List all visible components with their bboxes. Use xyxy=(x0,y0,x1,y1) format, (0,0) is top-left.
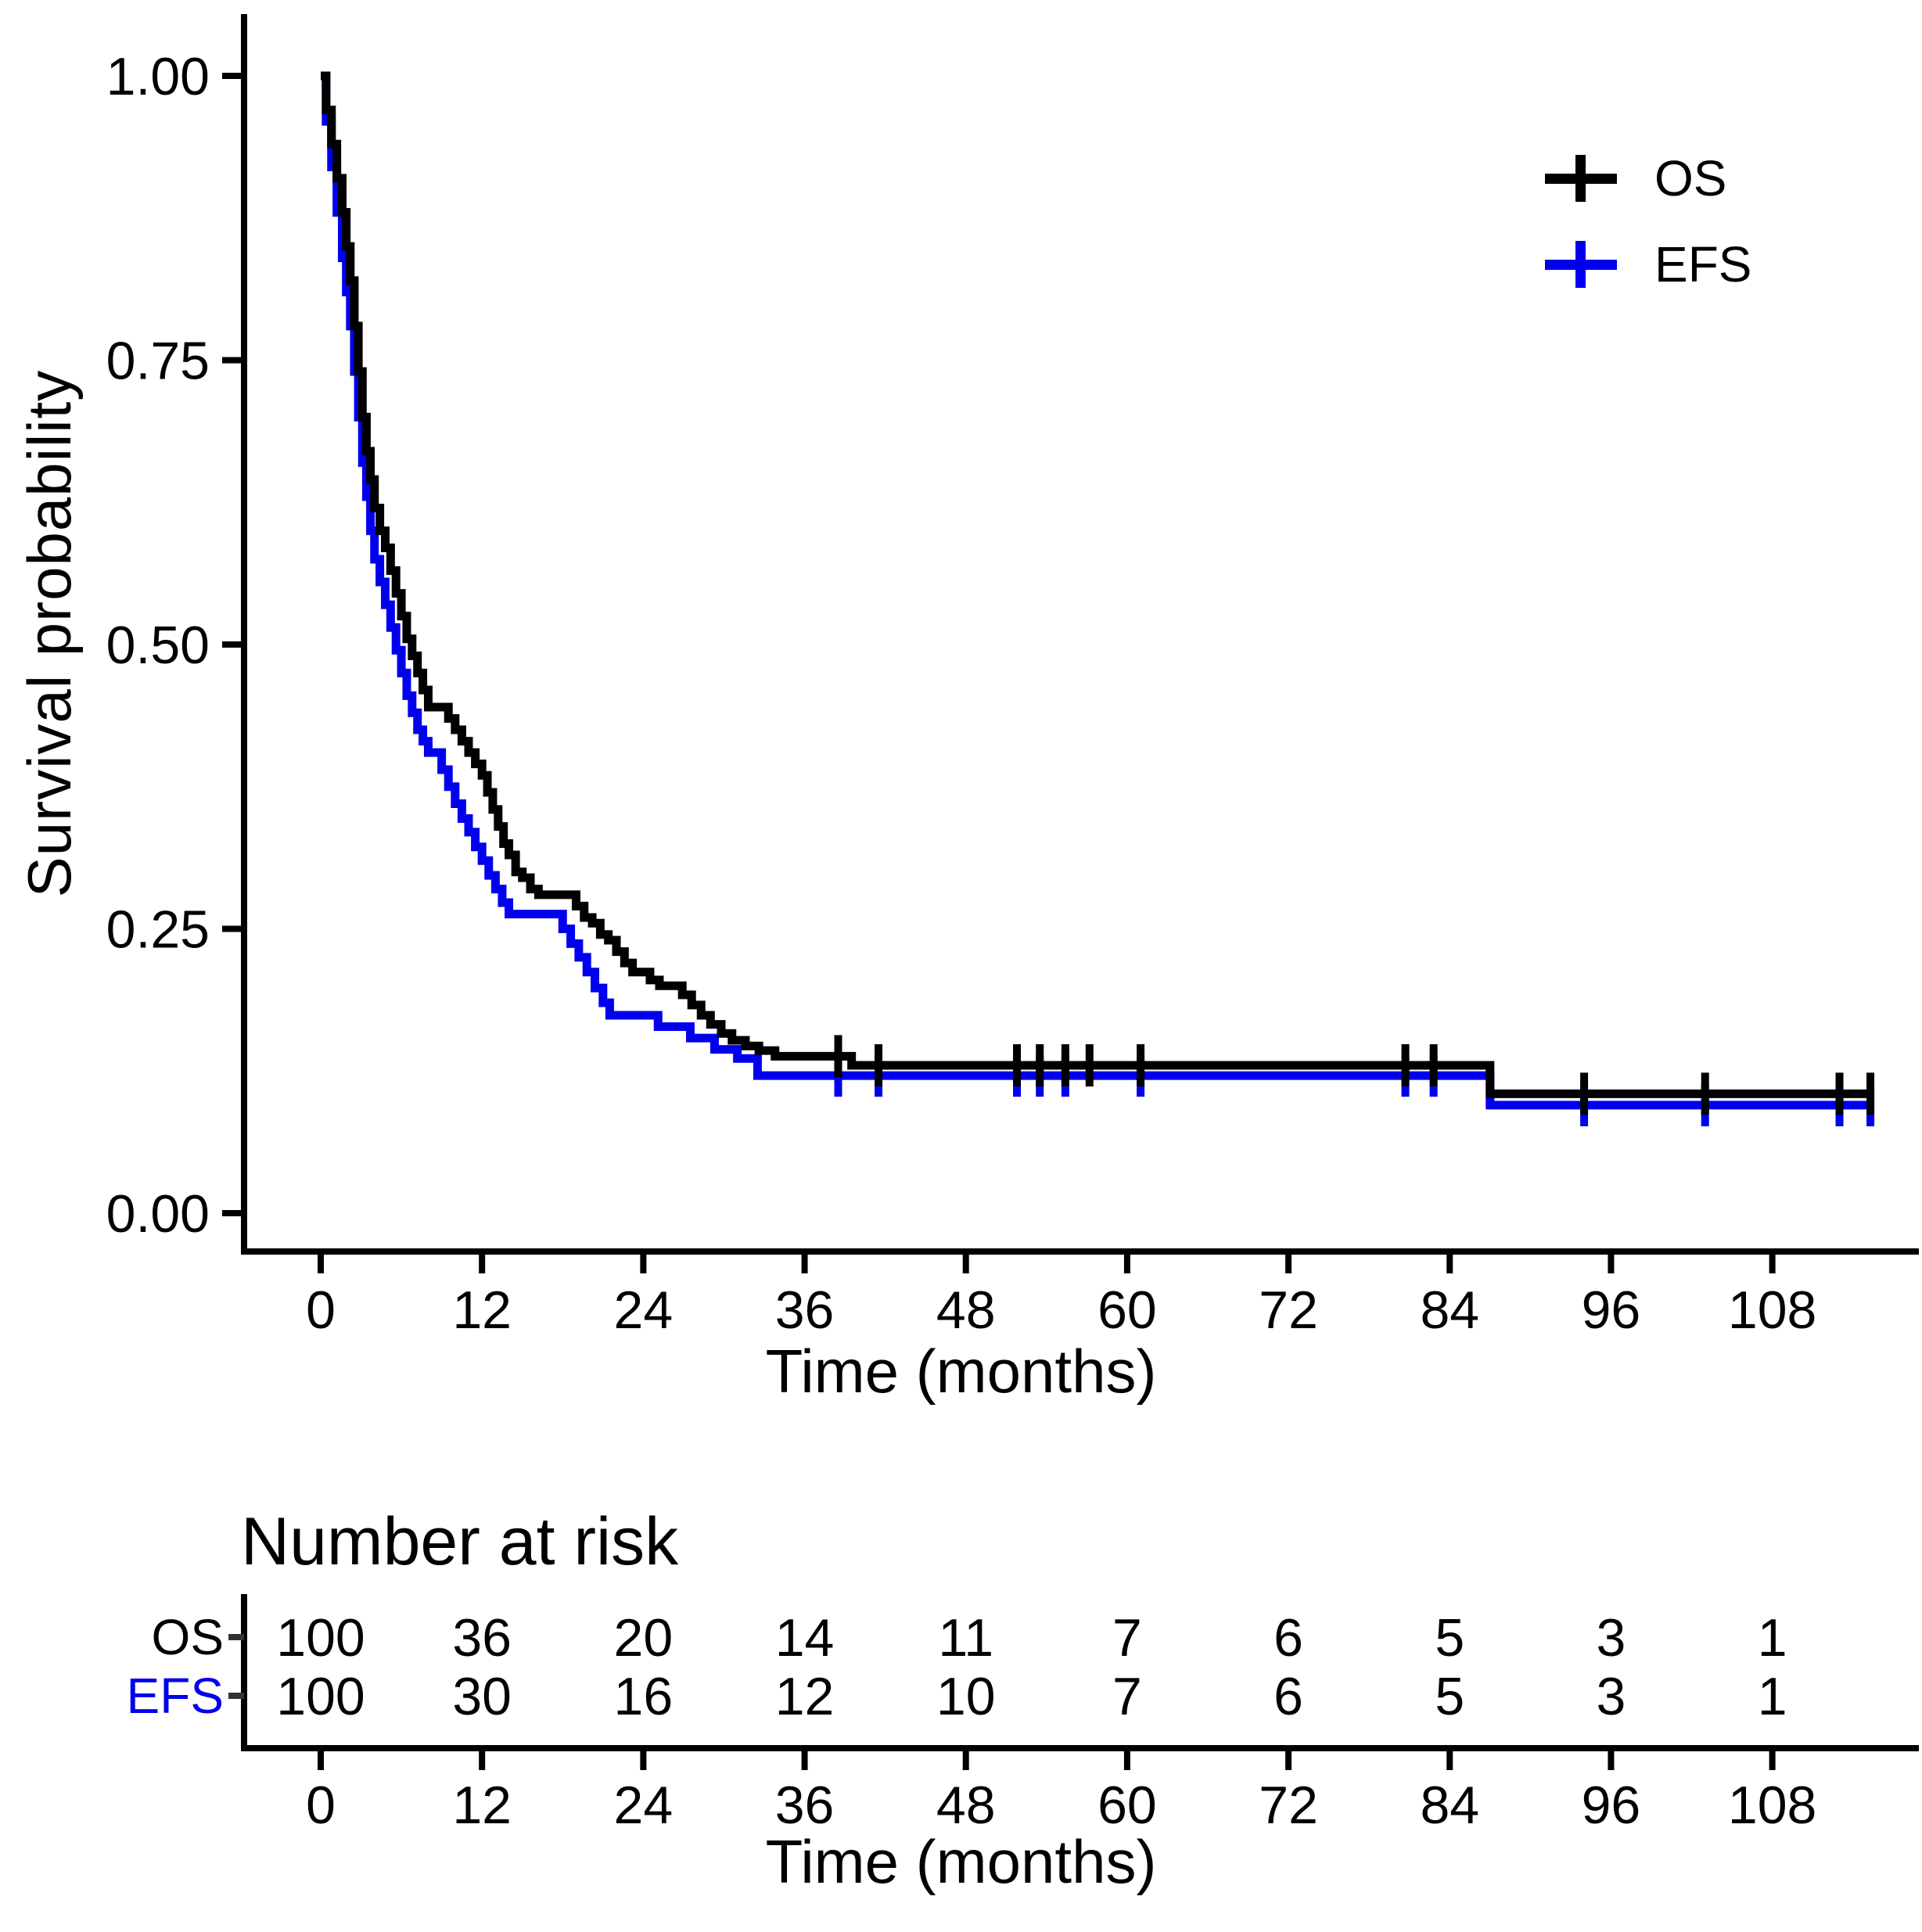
risk-x-tick-label: 24 xyxy=(614,1776,674,1835)
y-tick-label: 1.00 xyxy=(106,47,210,106)
risk-x-tick-label: 0 xyxy=(306,1776,336,1835)
os-plus-marker-icon xyxy=(1545,153,1617,204)
risk-count: 7 xyxy=(1112,1608,1142,1668)
risk-count: 10 xyxy=(936,1667,996,1726)
risk-count: 1 xyxy=(1758,1667,1787,1726)
risk-count: 100 xyxy=(276,1608,365,1668)
risk-count: 100 xyxy=(276,1667,365,1726)
legend-item-os: OS xyxy=(1545,153,1874,204)
risk-count: 14 xyxy=(775,1608,835,1668)
legend-item-efs: EFS xyxy=(1545,239,1874,290)
risk-x-tick-label: 96 xyxy=(1582,1776,1641,1835)
x-tick-label: 96 xyxy=(1582,1280,1641,1340)
risk-row-label-efs: EFS xyxy=(126,1668,224,1724)
y-axis-title: Survival probability xyxy=(15,369,84,898)
y-tick-label: 0.50 xyxy=(106,616,210,675)
risk-x-tick-label: 12 xyxy=(452,1776,512,1835)
risk-count: 1 xyxy=(1758,1608,1787,1668)
risk-count: 20 xyxy=(614,1608,674,1668)
risk-x-tick-label: 48 xyxy=(936,1776,996,1835)
risk-x-tick-label: 36 xyxy=(775,1776,835,1835)
y-tick-label: 0.75 xyxy=(106,332,210,391)
legend: OS EFS xyxy=(1545,153,1874,290)
risk-x-tick-label: 84 xyxy=(1420,1776,1479,1835)
risk-count: 30 xyxy=(452,1667,512,1726)
x-tick-label: 24 xyxy=(614,1280,674,1340)
risk-count: 5 xyxy=(1435,1667,1464,1726)
x-tick-label: 84 xyxy=(1420,1280,1479,1340)
x-tick-label: 0 xyxy=(306,1280,336,1340)
legend-label-os: OS xyxy=(1654,150,1727,206)
x-tick-label: 108 xyxy=(1728,1280,1816,1340)
risk-count: 11 xyxy=(938,1608,993,1668)
risk-count: 6 xyxy=(1274,1608,1303,1668)
y-tick-label: 0.00 xyxy=(106,1184,210,1244)
legend-label-efs: EFS xyxy=(1654,236,1752,293)
x-tick-label: 36 xyxy=(775,1280,835,1340)
x-tick-label: 48 xyxy=(936,1280,996,1340)
risk-count: 3 xyxy=(1597,1608,1626,1668)
x-axis-title: Time (months) xyxy=(765,1337,1157,1406)
risk-count: 12 xyxy=(775,1667,835,1726)
risk-count: 3 xyxy=(1597,1667,1626,1726)
risk-x-tick-label: 72 xyxy=(1259,1776,1318,1835)
y-tick-label: 0.25 xyxy=(106,900,210,960)
risk-count: 7 xyxy=(1112,1667,1142,1726)
x-tick-label: 12 xyxy=(452,1280,512,1340)
risk-count: 36 xyxy=(452,1608,512,1668)
risk-row-label-os: OS xyxy=(151,1609,224,1665)
x-tick-label: 72 xyxy=(1259,1280,1318,1340)
risk-count: 16 xyxy=(614,1667,674,1726)
efs-plus-marker-icon xyxy=(1545,239,1617,290)
risk-x-tick-label: 108 xyxy=(1728,1776,1816,1835)
x-tick-label: 60 xyxy=(1098,1280,1157,1340)
risk-count: 5 xyxy=(1435,1608,1464,1668)
risk-count: 6 xyxy=(1274,1667,1303,1726)
risk-x-tick-label: 60 xyxy=(1098,1776,1157,1835)
risk-x-axis-title: Time (months) xyxy=(765,1827,1157,1896)
risk-table-title: Number at risk xyxy=(241,1504,679,1579)
os-survival-curve xyxy=(321,71,1874,1098)
